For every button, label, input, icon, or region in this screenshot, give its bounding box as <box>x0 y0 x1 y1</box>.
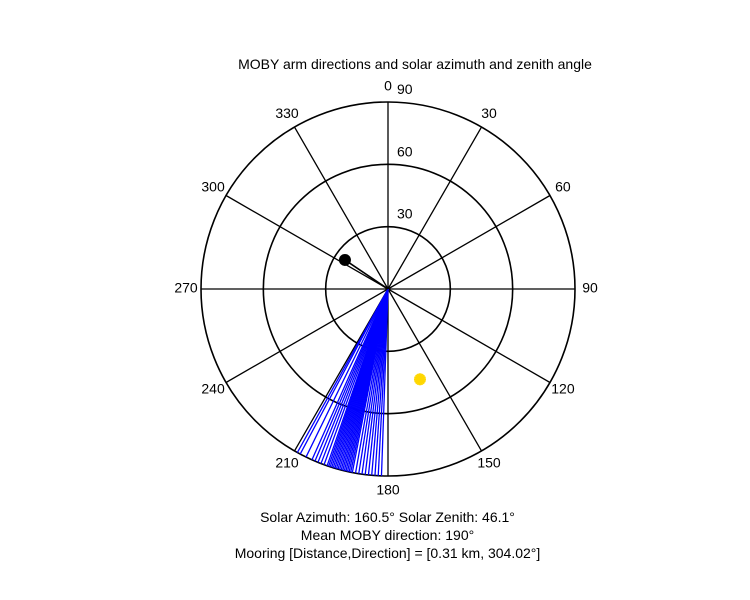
sun-marker <box>413 373 426 386</box>
radial-tick-label: 90 <box>397 81 413 97</box>
mooring-caption: Mooring [Distance,Direction] = [0.31 km,… <box>234 545 541 561</box>
moby-arm-line <box>311 288 389 461</box>
mooring-marker <box>338 253 351 266</box>
angle-tick-label: 180 <box>376 482 400 498</box>
angle-tick-label: 150 <box>477 455 501 471</box>
radial-tick-label: 60 <box>397 143 413 159</box>
angle-tick-label: 300 <box>201 179 225 195</box>
radial-tick-label: 30 <box>397 206 413 222</box>
angle-tick-label: 60 <box>555 179 571 195</box>
angle-tick-label: 0 <box>384 78 392 94</box>
angle-tick-label: 330 <box>275 105 299 121</box>
mean-direction-caption: Mean MOBY direction: 190° <box>300 527 475 543</box>
grid-spoke-30 <box>387 126 483 290</box>
grid-spoke-330 <box>293 126 389 290</box>
sun-marker-core <box>416 376 423 383</box>
polar-tick-labels: 0 30 60 90 120 150 180 210 240 270 300 330 30 60 90 <box>174 78 598 498</box>
solar-angles-caption: Solar Azimuth: 160.5° Solar Zenith: 46.1… <box>260 509 515 525</box>
angle-tick-label: 210 <box>275 455 299 471</box>
chart-title: MOBY arm directions and solar azimuth an… <box>238 56 592 72</box>
angle-tick-label: 270 <box>174 280 198 296</box>
angle-tick-label: 90 <box>582 280 598 296</box>
angle-tick-label: 30 <box>481 105 497 121</box>
grid-spoke-120 <box>387 288 551 384</box>
moby-arm-line <box>305 288 389 458</box>
data-layer <box>296 253 426 476</box>
grid-spoke-240 <box>225 288 389 384</box>
grid-spoke-300 <box>225 194 389 290</box>
angle-tick-label: 240 <box>201 381 225 397</box>
polar-grid <box>200 101 576 477</box>
grid-spoke-150 <box>387 288 483 452</box>
mooring-direction-line <box>344 259 389 290</box>
grid-spoke-60 <box>387 194 551 290</box>
angle-tick-label: 120 <box>551 381 575 397</box>
moby-arm-line <box>296 288 389 453</box>
